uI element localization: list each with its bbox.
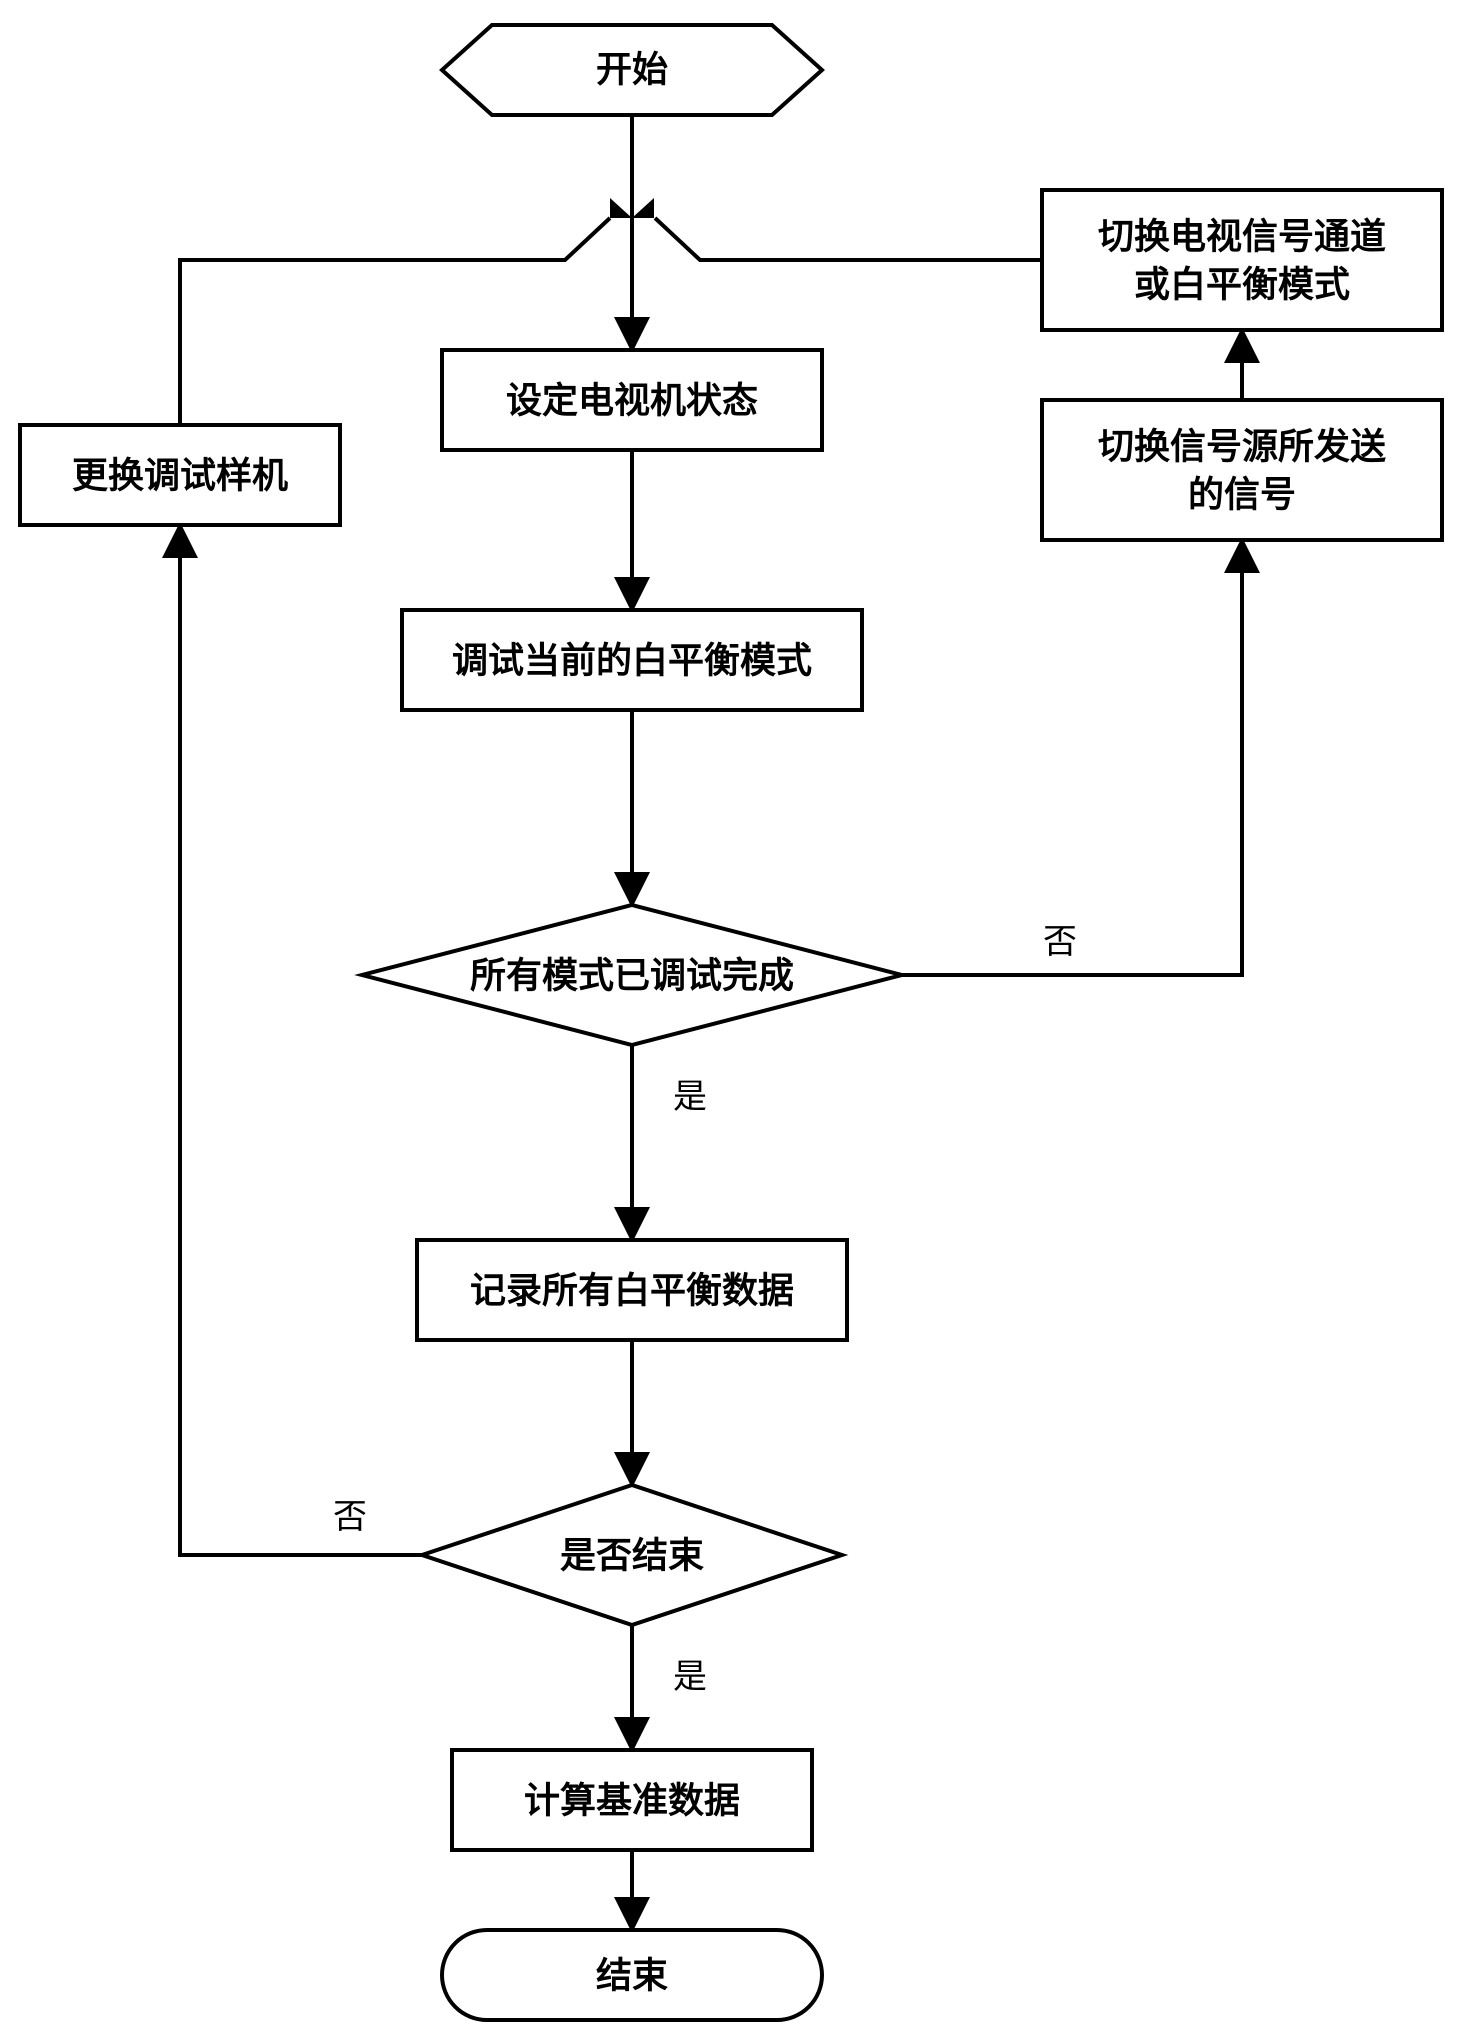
node-start-label: 开始: [596, 49, 668, 89]
node-record: 记录所有白平衡数据: [417, 1240, 847, 1340]
node-is-end-label: 是否结束: [560, 1535, 704, 1575]
node-all-done-label: 所有模式已调试完成: [470, 955, 794, 995]
node-swap: 更换调试样机: [20, 425, 340, 525]
flowchart-canvas: 是 否 是 否 开始 设定电视机状态 调试当前的白平衡模式 所有模式已调试完成 …: [0, 0, 1477, 2022]
node-debug-mode-label: 调试当前的白平衡模式: [452, 640, 812, 680]
node-end: 结束: [442, 1930, 822, 2020]
node-switch-signal-line2: 的信号: [1188, 474, 1296, 514]
edge-label-yes-2: 是: [673, 1659, 707, 1696]
node-switch-channel: 切换电视信号通道 或白平衡模式: [1042, 190, 1442, 330]
node-calc-label: 计算基准数据: [524, 1780, 740, 1820]
node-set-state-label: 设定电视机状态: [506, 380, 758, 420]
node-record-label: 记录所有白平衡数据: [470, 1270, 794, 1310]
node-switch-signal-line1: 切换信号源所发送: [1098, 426, 1386, 466]
node-switch-signal: 切换信号源所发送 的信号: [1042, 400, 1442, 540]
node-switch-channel-line1: 切换电视信号通道: [1098, 216, 1386, 256]
edge-label-no-1: 否: [1043, 924, 1077, 961]
node-debug-mode: 调试当前的白平衡模式: [402, 610, 862, 710]
node-switch-channel-line2: 或白平衡模式: [1134, 264, 1350, 304]
node-is-end: 是否结束: [422, 1485, 842, 1625]
node-swap-label: 更换调试样机: [72, 455, 288, 495]
node-all-done: 所有模式已调试完成: [362, 905, 902, 1045]
edge-label-no-2: 否: [333, 1499, 367, 1536]
node-set-state: 设定电视机状态: [442, 350, 822, 450]
edge-switchch-merge: [655, 218, 1042, 260]
node-end-label: 结束: [596, 1955, 668, 1995]
node-start: 开始: [442, 25, 822, 115]
edge-alldone-switchsig: [902, 540, 1242, 975]
edge-label-yes-1: 是: [673, 1079, 707, 1116]
node-calc: 计算基准数据: [452, 1750, 812, 1850]
edge-isend-swap: [180, 525, 422, 1555]
